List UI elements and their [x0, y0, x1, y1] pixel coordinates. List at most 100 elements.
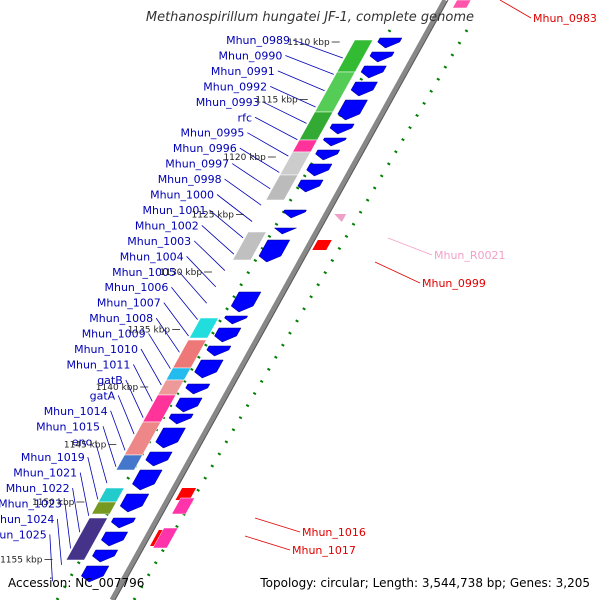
forward-cds-13 — [230, 291, 262, 313]
gene-label: Mhun_1001 — [142, 204, 206, 217]
forward-cds-15 — [214, 327, 242, 343]
gene-leader — [79, 472, 90, 516]
gene-leader — [247, 132, 289, 157]
forward-cds-12 — [258, 239, 291, 263]
forward-cds-28 — [80, 565, 110, 583]
gene-leader — [270, 85, 316, 108]
forward-cds-24 — [119, 493, 150, 513]
gene-leader — [201, 225, 235, 255]
ruler-label: 1110 kbp — [287, 38, 330, 48]
right-leader — [254, 517, 301, 533]
forward-cds-25 — [110, 517, 136, 529]
gene-leader — [72, 487, 81, 533]
gene-label: Mhun_1005 — [112, 266, 176, 279]
gene-label: Mhun_1014 — [44, 405, 108, 418]
ruler-label: 1155 kbp — [0, 556, 43, 566]
gene-label: Mhun_1003 — [127, 235, 191, 248]
reverse-cds-1 — [175, 488, 197, 500]
gene-label: Mhun_0997 — [165, 158, 229, 171]
right-gene-label: Mhun_0999 — [422, 277, 486, 290]
gene-leader — [49, 534, 53, 582]
cog-block-3 — [292, 139, 318, 153]
gene-label: Mhun_0989 — [226, 34, 290, 47]
gene-label: Mhun_1004 — [120, 250, 184, 263]
forward-cds-23 — [132, 469, 163, 491]
forward-cds-14 — [224, 315, 249, 325]
right-gene-label: Mhun_1017 — [292, 544, 356, 557]
gene-leader — [125, 379, 144, 418]
gene-leader — [117, 395, 135, 435]
gene-label: Mhun_1008 — [89, 312, 153, 325]
gene-label: Mhun_0993 — [196, 96, 260, 109]
ruler-label: 1130 kbp — [160, 268, 203, 278]
magenta-block-2 — [152, 527, 179, 549]
gc-track-outer — [132, 29, 469, 600]
gene-label: Mhun_0992 — [203, 80, 267, 93]
right-leader — [374, 261, 421, 284]
forward-cds-7 — [315, 149, 341, 161]
cog-block-13 — [115, 454, 143, 471]
cog-block-16 — [65, 517, 108, 561]
cog-block-9 — [165, 367, 192, 381]
magenta-block-0 — [452, 0, 472, 9]
forward-cds-1 — [369, 51, 395, 63]
right-leader — [499, 0, 532, 19]
forward-cds-18 — [185, 383, 211, 395]
gene-leader — [277, 70, 325, 92]
forward-cds-26 — [100, 531, 129, 547]
gene-label: gatA — [90, 389, 116, 402]
ruler-label: 1145 kbp — [64, 441, 107, 451]
ruler-label: 1120 kbp — [223, 153, 266, 163]
forward-cds-16 — [206, 345, 232, 357]
gene-label: Mhun_1025 — [0, 528, 47, 541]
gene-leader — [155, 317, 180, 353]
gene-leader — [110, 410, 126, 451]
forward-cds-3 — [350, 81, 378, 97]
forward-cds-22 — [145, 451, 173, 467]
gene-leader — [102, 426, 117, 467]
forward-cds-10 — [283, 209, 307, 219]
cog-block-7 — [188, 317, 219, 339]
gene-leader — [186, 256, 217, 288]
right-gene-label: Mhun_1016 — [302, 526, 366, 539]
backbone-line — [109, 0, 448, 600]
gene-leader — [64, 503, 71, 549]
map-title: Methanospirillum hungatei JF-1, complete… — [145, 10, 474, 25]
forward-cds-0 — [377, 37, 403, 49]
forward-cds-27 — [92, 549, 119, 563]
forward-cds-4 — [337, 99, 368, 121]
forward-cds-17 — [194, 359, 224, 379]
reverse-cds-0 — [312, 240, 332, 250]
gene-leader — [262, 101, 307, 124]
cog-block-6 — [232, 231, 267, 261]
gene-leader — [140, 348, 162, 386]
right-leader — [244, 535, 291, 551]
ruler-label: 1150 kbp — [32, 498, 75, 508]
backbone-shadow — [114, 0, 449, 600]
gene-leader — [163, 302, 189, 337]
gene-leader — [292, 39, 343, 59]
gene-label: Mhun_1023 — [0, 498, 62, 511]
gene-leader — [239, 147, 280, 173]
gene-leader — [57, 518, 62, 565]
gene-leader — [133, 364, 153, 402]
forward-cds-20 — [168, 413, 194, 425]
gene-label: Mhun_0995 — [180, 127, 244, 140]
gene-label: Mhun_1007 — [97, 297, 161, 310]
gene-leader — [209, 209, 244, 239]
gene-label: Mhun_1019 — [21, 451, 85, 464]
ruler-label: 1135 kbp — [128, 326, 171, 336]
right-gene-label: Mhun_R0021 — [434, 249, 506, 262]
cog-block-5 — [265, 174, 299, 201]
forward-cds-2 — [360, 65, 387, 79]
genome-summary-text: Topology: circular; Length: 3,544,738 bp… — [260, 576, 590, 590]
gene-label: Mhun_1009 — [82, 328, 146, 341]
gene-label: Mhun_1024 — [0, 513, 54, 526]
gene-label: Mhun_1006 — [104, 281, 168, 294]
forward-cds-9 — [297, 179, 324, 193]
forward-cds-11 — [273, 227, 297, 235]
magenta-block-1 — [171, 497, 196, 515]
forward-cds-5 — [329, 123, 355, 135]
gene-leader — [193, 240, 226, 271]
gene-leader — [224, 178, 262, 206]
